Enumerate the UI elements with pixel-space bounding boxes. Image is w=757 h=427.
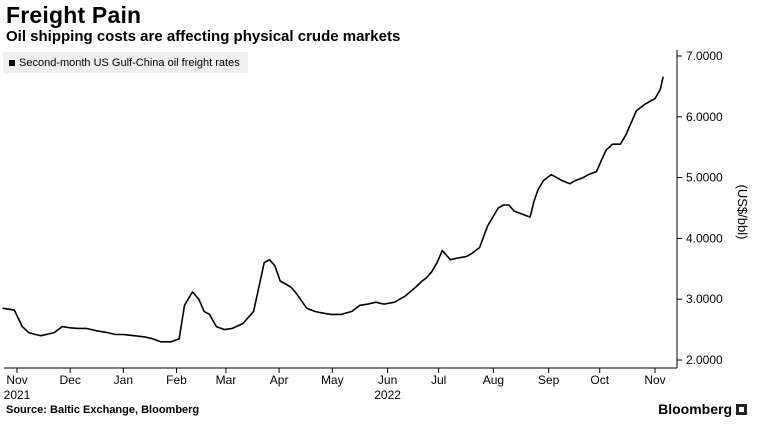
x-tick-label: Sep xyxy=(538,373,560,387)
x-tick-year-label: 2022 xyxy=(374,388,401,402)
x-tick-label: Jan xyxy=(114,373,133,387)
legend-label: Second-month US Gulf-China oil freight r… xyxy=(19,56,240,69)
brand-name: Bloomberg xyxy=(658,401,732,417)
x-tick-label: Dec xyxy=(59,373,80,387)
y-tick-label: 4.0000 xyxy=(686,231,723,245)
y-tick-label: 2.0000 xyxy=(686,353,723,367)
x-tick-label: Nov xyxy=(6,373,27,387)
y-tick-label: 6.0000 xyxy=(686,110,723,124)
legend-swatch xyxy=(9,59,15,66)
series-line xyxy=(2,76,664,343)
x-tick-label: Jun xyxy=(378,373,397,387)
chart-legend: Second-month US Gulf-China oil freight r… xyxy=(3,52,248,73)
x-tick-label: Mar xyxy=(216,373,237,387)
x-tick-label: Nov xyxy=(644,373,665,387)
x-tick-label: Oct xyxy=(590,373,609,387)
chart-title: Freight Pain xyxy=(6,2,142,28)
source-note: Source: Baltic Exchange, Bloomberg xyxy=(6,404,200,416)
bloomberg-logo: Bloomberg xyxy=(658,401,747,417)
brand-mark-icon xyxy=(736,403,747,415)
x-tick-year-label: 2021 xyxy=(4,388,31,402)
x-tick-label: Aug xyxy=(483,373,504,387)
y-tick-label: 3.0000 xyxy=(686,292,723,306)
y-axis-title: (US$/bbl) xyxy=(735,185,750,240)
y-tick-label: 5.0000 xyxy=(686,171,723,185)
x-tick-label: Feb xyxy=(166,373,187,387)
x-tick-label: Apr xyxy=(270,373,289,387)
x-tick-label: May xyxy=(321,373,344,387)
chart-subtitle: Oil shipping costs are affecting physica… xyxy=(6,28,401,45)
x-tick-label: Jul xyxy=(431,373,446,387)
y-tick-label: 7.0000 xyxy=(686,49,723,63)
